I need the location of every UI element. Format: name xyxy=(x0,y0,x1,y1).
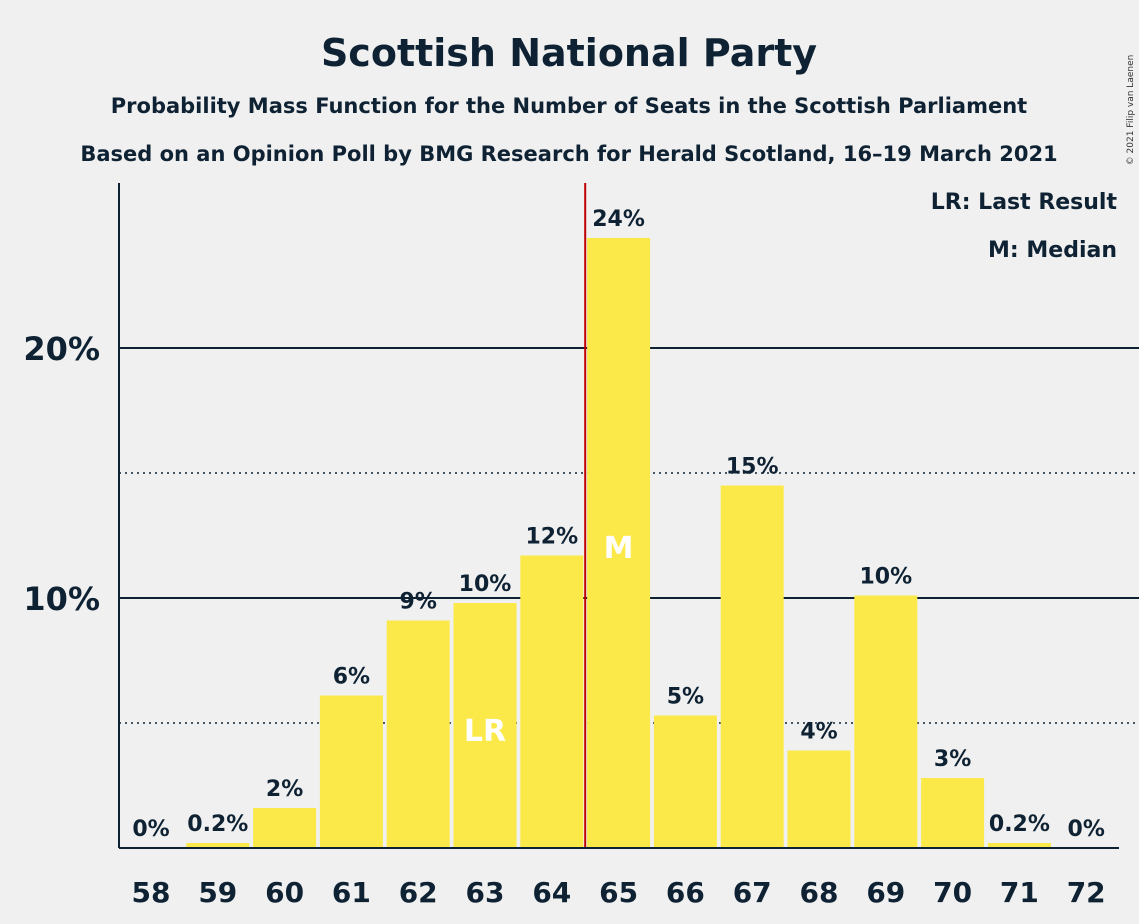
legend-last-result: LR: Last Result xyxy=(931,190,1118,215)
y-tick-10: 10% xyxy=(23,580,100,618)
x-tick-71: 71 xyxy=(1000,876,1039,909)
legend-median: M: Median xyxy=(988,238,1117,263)
chart-subtitle-2: Based on an Opinion Poll by BMG Research… xyxy=(80,142,1057,166)
bar-70 xyxy=(921,778,985,848)
chart-title: Scottish National Party xyxy=(321,31,817,75)
bar-68 xyxy=(787,750,851,848)
bar-61 xyxy=(319,695,383,848)
data-label-60: 2% xyxy=(266,777,303,802)
x-tick-72: 72 xyxy=(1067,876,1106,909)
x-tick-60: 60 xyxy=(265,876,304,909)
data-label-61: 6% xyxy=(333,665,370,690)
x-tick-67: 67 xyxy=(733,876,772,909)
last-result-marker: LR xyxy=(464,714,506,749)
data-label-64: 12% xyxy=(525,525,578,550)
data-label-70: 3% xyxy=(934,747,971,772)
data-label-71: 0.2% xyxy=(989,812,1050,837)
bar-59 xyxy=(186,843,250,848)
data-label-66: 5% xyxy=(667,685,704,710)
x-tick-59: 59 xyxy=(198,876,237,909)
y-tick-20: 20% xyxy=(23,330,100,368)
data-label-68: 4% xyxy=(800,720,837,745)
bar-62 xyxy=(386,620,450,848)
bar-64 xyxy=(520,555,584,848)
bar-67 xyxy=(720,485,784,848)
x-tick-65: 65 xyxy=(599,876,638,909)
x-tick-62: 62 xyxy=(399,876,438,909)
x-tick-61: 61 xyxy=(332,876,371,909)
data-label-65: 24% xyxy=(592,207,645,232)
x-tick-69: 69 xyxy=(866,876,905,909)
data-label-69: 10% xyxy=(859,565,912,590)
bar-71 xyxy=(987,843,1051,848)
bar-65 xyxy=(587,238,651,848)
x-tick-labels: 58 59 60 61 62 63 64 65 66 67 68 69 70 71 72 xyxy=(132,876,1106,909)
x-tick-63: 63 xyxy=(466,876,505,909)
x-tick-68: 68 xyxy=(800,876,839,909)
bar-69 xyxy=(854,595,918,848)
data-label-62: 9% xyxy=(400,590,437,615)
chart-subtitle-1: Probability Mass Function for the Number… xyxy=(111,94,1027,118)
x-tick-58: 58 xyxy=(132,876,171,909)
data-labels: 0% 0.2% 2% 6% 9% 10% 12% 24% 5% 15% 4% 10% 3% 0.2% 0% L… xyxy=(132,183,1105,848)
median-marker: M xyxy=(604,531,634,566)
y-tick-labels: 10% 20% xyxy=(23,330,100,618)
data-label-72: 0% xyxy=(1068,817,1105,842)
bars xyxy=(186,238,1051,848)
x-tick-66: 66 xyxy=(666,876,705,909)
axes xyxy=(118,183,1119,849)
bar-60 xyxy=(253,808,317,848)
data-label-59: 0.2% xyxy=(187,812,248,837)
x-tick-70: 70 xyxy=(933,876,972,909)
copyright-note: © 2021 Filip van Laenen xyxy=(1126,55,1136,166)
data-label-67: 15% xyxy=(726,455,779,480)
x-tick-64: 64 xyxy=(532,876,571,909)
bar-63 xyxy=(453,603,517,848)
data-label-63: 10% xyxy=(459,572,512,597)
bar-66 xyxy=(653,715,717,848)
data-label-58: 0% xyxy=(132,817,169,842)
